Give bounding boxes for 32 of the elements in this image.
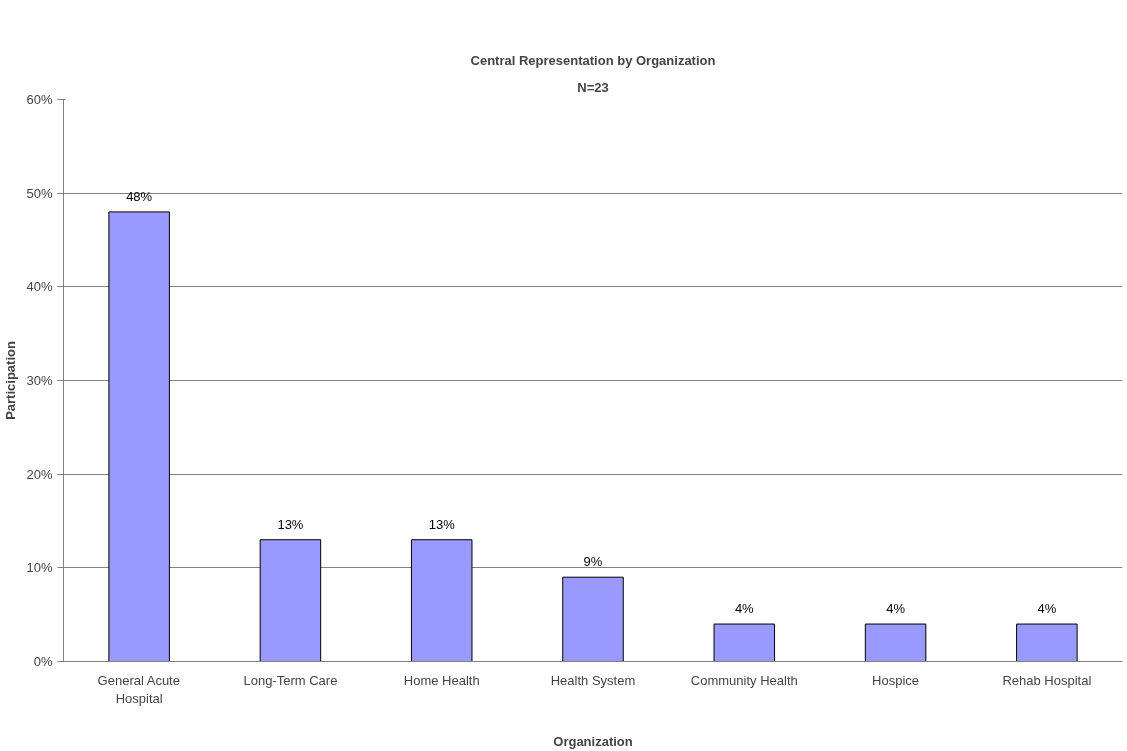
y-tick-label: 60% xyxy=(26,92,53,107)
data-label: 13% xyxy=(277,516,304,532)
x-tick-label: Home Health xyxy=(403,672,480,688)
y-tick-label: 0% xyxy=(33,654,53,669)
bar xyxy=(1016,623,1078,662)
bar xyxy=(562,576,624,662)
y-tick-label: 30% xyxy=(26,373,53,388)
data-label: 48% xyxy=(126,188,153,204)
chart-title: Central Representation by Organization xyxy=(470,52,716,68)
bar xyxy=(864,623,927,662)
y-tick-label: 10% xyxy=(26,560,53,576)
x-tick-label: Health System xyxy=(550,672,636,688)
x-axis-title: Organization xyxy=(553,733,633,749)
bar xyxy=(713,623,776,662)
data-label: 4% xyxy=(734,601,755,617)
bar xyxy=(108,211,170,662)
bar xyxy=(410,539,473,662)
data-label: 9% xyxy=(583,554,603,570)
x-tick-label: Community Health xyxy=(690,672,798,688)
bar xyxy=(259,539,322,662)
y-tick-label: 20% xyxy=(26,466,53,482)
y-axis-title: Participation xyxy=(3,341,19,420)
chart-subtitle: N=23 xyxy=(577,79,609,95)
x-tick-label: Long-Term Care xyxy=(243,672,338,688)
x-tick-label: Hospice xyxy=(872,672,920,688)
y-tick-label: 50% xyxy=(26,185,53,201)
data-label: 13% xyxy=(428,516,456,532)
x-tick-label: Rehab Hospital xyxy=(1002,672,1092,688)
data-label: 4% xyxy=(886,601,906,617)
y-tick-label: 40% xyxy=(26,279,53,295)
data-label: 4% xyxy=(1037,601,1057,617)
x-tick-label: General Acute Hospital xyxy=(97,672,180,706)
